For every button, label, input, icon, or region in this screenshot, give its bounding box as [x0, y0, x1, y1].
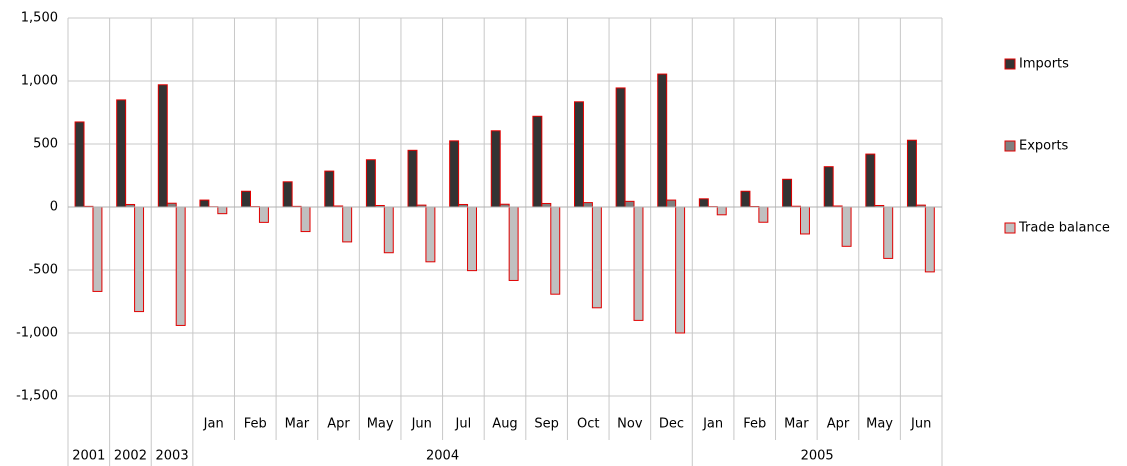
x-tick-label: Mar: [784, 417, 809, 432]
bar: [157, 84, 168, 208]
bar: [550, 206, 561, 295]
bar: [217, 206, 228, 215]
x-tick-label: Apr: [327, 417, 350, 432]
bar: [467, 206, 477, 272]
bar: [883, 206, 894, 259]
bar: [624, 200, 635, 208]
bar: [342, 206, 353, 243]
x-tick-label: Dec: [659, 417, 684, 432]
y-tick-label: -1,500: [16, 389, 58, 404]
bar: [666, 199, 677, 208]
group-label: 2005: [801, 449, 834, 464]
bar: [865, 153, 876, 208]
x-tick-label: Aug: [492, 417, 517, 432]
bar: [425, 206, 436, 263]
bar: [924, 206, 935, 273]
y-tick-label: -500: [28, 263, 58, 278]
x-tick-label: Feb: [743, 417, 766, 432]
x-tick-label: Jul: [455, 417, 472, 432]
x-tick-label: May: [367, 417, 394, 432]
bar: [740, 190, 751, 208]
y-tick-label: -1,000: [16, 326, 58, 341]
bar: [675, 206, 686, 334]
y-tick-label: 1,500: [21, 11, 58, 26]
bar: [74, 121, 85, 208]
legend-swatch: [1004, 58, 1016, 70]
bar: [166, 202, 177, 208]
bar: [383, 206, 394, 254]
group-label: 2004: [426, 449, 459, 464]
bar: [508, 206, 519, 281]
x-tick-label: Jan: [203, 417, 224, 432]
x-tick-label: Apr: [827, 417, 850, 432]
y-tick-label: 0: [50, 200, 58, 215]
bar: [490, 130, 501, 208]
group-label: 2002: [114, 449, 147, 464]
group-label: 2001: [72, 449, 105, 464]
x-tick-label: Feb: [244, 417, 267, 432]
bar: [116, 99, 127, 208]
x-tick-label: Jan: [702, 417, 723, 432]
bar: [282, 181, 293, 208]
x-tick-label: Mar: [285, 417, 310, 432]
bar: [258, 206, 269, 223]
bar: [716, 206, 727, 216]
bar: [92, 206, 103, 292]
bar: [134, 206, 145, 313]
bar: [657, 73, 668, 208]
bar: [782, 178, 793, 208]
bar: [541, 202, 552, 208]
bar: [574, 101, 584, 208]
y-tick-label: 500: [33, 137, 58, 152]
legend-swatch: [1004, 222, 1016, 234]
x-tick-label: Jun: [910, 417, 931, 432]
y-tick-label: 1,000: [21, 74, 58, 89]
legend-label: Trade balance: [1018, 221, 1110, 236]
bar: [823, 166, 834, 208]
bar: [407, 149, 418, 208]
bar: [633, 206, 644, 321]
x-tick-label: May: [866, 417, 893, 432]
bar: [799, 206, 810, 235]
group-label: 2003: [156, 449, 189, 464]
x-tick-label: Nov: [617, 417, 643, 432]
bar: [365, 159, 376, 208]
bar: [841, 206, 852, 247]
bar: [300, 206, 311, 233]
bar: [591, 206, 602, 309]
bar: [324, 170, 335, 208]
bar: [615, 87, 626, 208]
x-tick-label: Sep: [534, 417, 559, 432]
bar: [449, 140, 460, 208]
bar: [175, 206, 186, 326]
legend-swatch: [1004, 140, 1016, 152]
bar: [532, 115, 543, 208]
bar: [582, 202, 593, 208]
bar: [241, 190, 251, 208]
bar: [199, 199, 210, 208]
bar: [906, 139, 917, 208]
x-tick-label: Oct: [577, 417, 599, 432]
legend-label: Exports: [1019, 139, 1069, 154]
x-tick-label: Jun: [411, 417, 432, 432]
bar: [758, 206, 769, 223]
bar: [698, 198, 709, 208]
legend-label: Imports: [1019, 57, 1069, 72]
